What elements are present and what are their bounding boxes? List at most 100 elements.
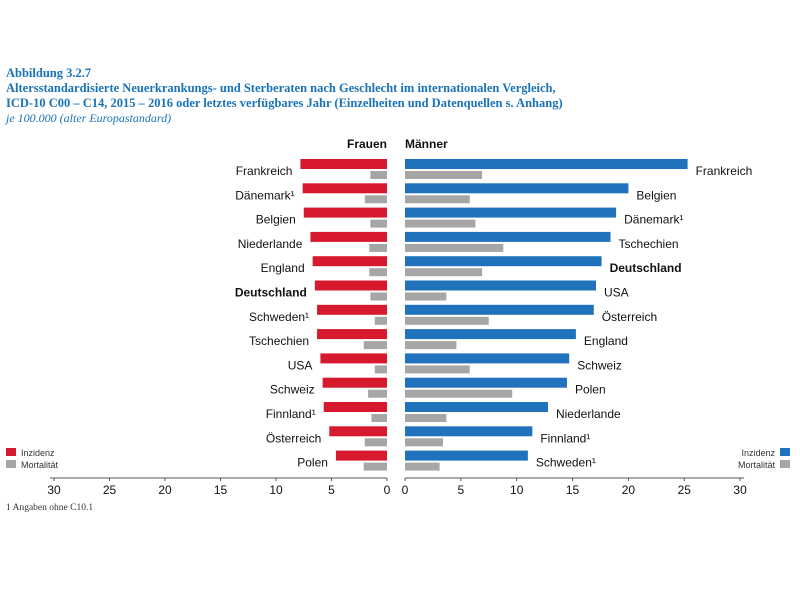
bar-maenner-inzidenz	[405, 256, 602, 267]
bar-maenner-inzidenz	[405, 329, 576, 340]
bar-maenner-inzidenz	[405, 231, 611, 242]
bar-frauen-inzidenz	[312, 256, 387, 267]
bar-maenner-mortalitaet	[405, 438, 443, 447]
bar-frauen-inzidenz	[314, 280, 387, 291]
x-tick-label-maenner: 20	[622, 483, 636, 497]
bar-frauen-mortalitaet	[370, 292, 387, 301]
bar-frauen-mortalitaet	[363, 341, 387, 350]
bar-frauen-inzidenz	[322, 377, 387, 388]
category-label-maenner: Schweden¹	[536, 456, 596, 470]
bar-frauen-inzidenz	[310, 231, 387, 242]
panel-title-frauen: Frauen	[347, 137, 387, 151]
category-label-maenner: Frankreich	[696, 164, 753, 178]
bar-frauen-mortalitaet	[371, 414, 387, 422]
panel-title-maenner: Männer	[405, 137, 448, 151]
x-tick-label-maenner: 5	[458, 483, 465, 497]
legend-swatch-mortalitaet-frauen	[6, 460, 16, 468]
legend-label-mortalitaet: Mortalität	[21, 460, 59, 470]
bar-maenner-mortalitaet	[405, 462, 440, 471]
bar-maenner-mortalitaet	[405, 195, 470, 204]
category-label-maenner: Deutschland	[610, 261, 682, 275]
bar-frauen-mortalitaet	[364, 438, 387, 447]
bar-maenner-inzidenz	[405, 159, 688, 169]
category-label-frauen: Belgien	[256, 213, 296, 227]
bar-frauen-mortalitaet	[369, 243, 387, 252]
bar-frauen-inzidenz	[335, 450, 387, 461]
bar-maenner-inzidenz	[405, 426, 533, 437]
category-label-frauen: Finnland¹	[266, 407, 316, 421]
figure-title-line2: ICD-10 C00 – C14, 2015 – 2016 oder letzt…	[6, 96, 563, 110]
bar-maenner-inzidenz	[405, 402, 548, 412]
bar-maenner-mortalitaet	[405, 268, 483, 277]
category-label-frauen: Schweiz	[270, 383, 315, 397]
category-label-maenner: USA	[604, 286, 629, 300]
figure-title-line1: Altersstandardisierte Neuerkrankungs- un…	[6, 81, 556, 95]
figure-label: Abbildung 3.2.7	[6, 66, 92, 80]
category-label-frauen: England	[261, 261, 305, 275]
category-label-maenner: England	[584, 334, 628, 348]
legend-label-mortalitaet-right: Mortalität	[738, 460, 776, 470]
bar-frauen-inzidenz	[302, 183, 387, 194]
category-label-maenner: Schweiz	[577, 358, 622, 372]
x-tick-label-frauen: 15	[214, 483, 228, 497]
bar-frauen-inzidenz	[329, 426, 387, 437]
bar-frauen-mortalitaet	[363, 462, 387, 471]
bar-frauen-inzidenz	[323, 402, 387, 412]
category-label-frauen: Niederlande	[238, 237, 303, 251]
x-tick-label-frauen: 25	[103, 483, 117, 497]
bar-frauen-mortalitaet	[374, 316, 387, 325]
bar-frauen-mortalitaet	[364, 195, 387, 204]
bar-maenner-mortalitaet	[405, 316, 489, 325]
bar-maenner-mortalitaet	[405, 243, 504, 252]
bar-frauen-mortalitaet	[368, 389, 387, 398]
x-tick-label-frauen: 10	[269, 483, 283, 497]
legend-swatch-inzidenz-frauen	[6, 448, 16, 456]
bar-maenner-mortalitaet	[405, 389, 513, 398]
footnote: 1 Angaben ohne C10.1	[6, 503, 94, 513]
bar-maenner-inzidenz	[405, 450, 528, 461]
bar-maenner-mortalitaet	[405, 414, 447, 422]
category-label-frauen: Polen	[297, 456, 328, 470]
category-label-maenner: Dänemark¹	[624, 213, 683, 227]
category-label-maenner: Tschechien	[619, 237, 679, 251]
category-label-maenner: Polen	[575, 383, 606, 397]
bar-frauen-mortalitaet	[369, 268, 387, 277]
bar-frauen-mortalitaet	[370, 219, 387, 228]
category-label-maenner: Finnland¹	[540, 431, 590, 445]
x-tick-label-maenner: 30	[733, 483, 747, 497]
bar-frauen-inzidenz	[317, 304, 387, 315]
category-label-frauen: Österreich	[266, 431, 321, 445]
bar-frauen-mortalitaet	[370, 171, 387, 179]
bar-frauen-inzidenz	[320, 353, 387, 364]
bar-maenner-inzidenz	[405, 207, 617, 218]
legend-swatch-mortalitaet-maenner	[780, 460, 790, 468]
x-tick-label-frauen: 20	[158, 483, 172, 497]
bar-maenner-mortalitaet	[405, 219, 476, 228]
legend-swatch-inzidenz-maenner	[780, 448, 790, 456]
x-tick-label-maenner: 10	[510, 483, 524, 497]
x-tick-label-maenner: 25	[678, 483, 692, 497]
bar-frauen-inzidenz	[303, 207, 387, 218]
category-label-frauen: Schweden¹	[249, 310, 309, 324]
category-label-frauen: Dänemark¹	[235, 188, 294, 202]
category-label-frauen: Deutschland	[235, 286, 307, 300]
category-label-maenner: Belgien	[636, 188, 676, 202]
bar-maenner-inzidenz	[405, 377, 567, 388]
legend-label-inzidenz: Inzidenz	[21, 448, 55, 458]
bar-maenner-inzidenz	[405, 280, 597, 291]
category-label-maenner: Niederlande	[556, 407, 621, 421]
bar-frauen-mortalitaet	[374, 365, 387, 374]
bar-maenner-mortalitaet	[405, 341, 457, 350]
figure-unit: je 100.000 (alter Europastandard)	[6, 111, 172, 125]
x-tick-label-frauen: 5	[328, 483, 335, 497]
category-label-frauen: Tschechien	[249, 334, 309, 348]
category-label-maenner: Österreich	[602, 310, 657, 324]
x-tick-label-frauen: 30	[47, 483, 61, 497]
x-tick-label-maenner: 0	[402, 483, 409, 497]
bar-maenner-inzidenz	[405, 183, 629, 194]
category-label-frauen: Frankreich	[236, 164, 293, 178]
bar-maenner-inzidenz	[405, 353, 570, 364]
x-tick-label-maenner: 15	[566, 483, 580, 497]
x-tick-label-frauen: 0	[384, 483, 391, 497]
